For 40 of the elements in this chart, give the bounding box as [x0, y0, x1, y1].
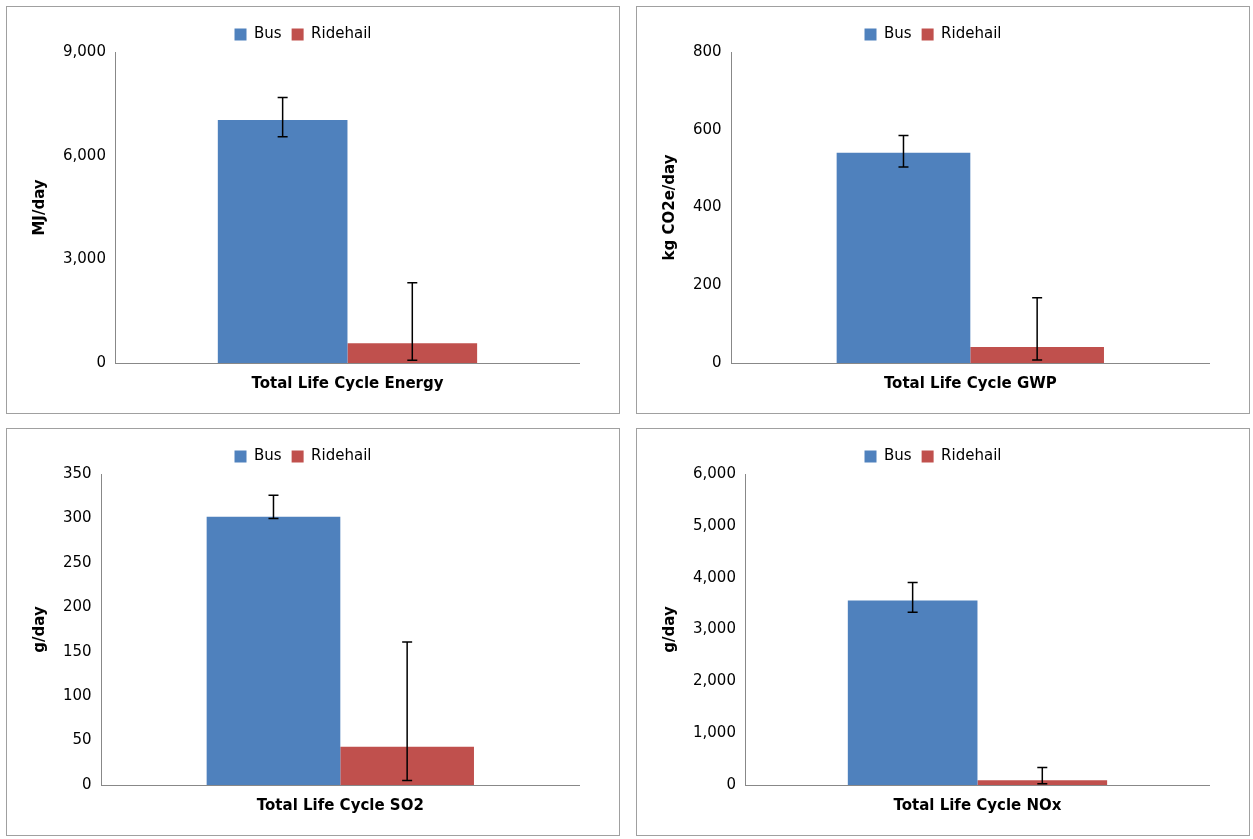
y-tick-label: 250: [62, 552, 92, 571]
x-tick-label: Total Life Cycle Energy: [251, 373, 444, 392]
y-tick-label: 200: [692, 275, 722, 294]
y-tick-label: 0: [96, 352, 106, 371]
y-tick-label: 350: [62, 463, 92, 482]
y-tick-label: 6,000: [692, 463, 736, 482]
legend-label: Ridehail: [941, 24, 1002, 43]
legend-label: Bus: [884, 24, 912, 43]
y-axis-title: kg CO2e/day: [659, 154, 678, 261]
y-tick-label: 6,000: [62, 145, 106, 164]
y-tick-label: 800: [692, 41, 722, 60]
y-axis-title: g/day: [659, 606, 678, 653]
y-tick-label: 600: [692, 119, 722, 138]
y-tick-label: 400: [692, 197, 722, 216]
legend-label: Ridehail: [941, 446, 1002, 465]
y-tick-label: 0: [726, 774, 736, 793]
y-tick-label: 4,000: [692, 567, 736, 586]
legend-label: Ridehail: [311, 24, 372, 43]
y-axis-title: MJ/day: [29, 179, 48, 236]
y-tick-label: 0: [82, 774, 92, 793]
x-tick-label: Total Life Cycle GWP: [883, 373, 1057, 392]
y-tick-label: 50: [72, 730, 92, 749]
legend-label: Bus: [254, 24, 282, 43]
y-tick-label: 3,000: [62, 249, 106, 268]
legend-label: Bus: [884, 446, 912, 465]
legend-label: Bus: [254, 446, 282, 465]
y-tick-label: 0: [712, 352, 722, 371]
y-axis-title: g/day: [29, 606, 48, 653]
y-tick-label: 9,000: [62, 41, 106, 60]
y-tick-label: 5,000: [692, 515, 736, 534]
y-tick-label: 300: [62, 508, 92, 527]
x-tick-label: Total Life Cycle NOx: [893, 795, 1062, 814]
y-tick-label: 2,000: [692, 671, 736, 690]
y-tick-label: 200: [62, 597, 92, 616]
y-tick-label: 1,000: [692, 723, 736, 742]
y-tick-label: 3,000: [692, 619, 736, 638]
legend-label: Ridehail: [311, 446, 372, 465]
x-tick-label: Total Life Cycle SO2: [256, 795, 424, 814]
y-tick-label: 150: [62, 641, 92, 660]
y-tick-label: 100: [62, 686, 92, 705]
